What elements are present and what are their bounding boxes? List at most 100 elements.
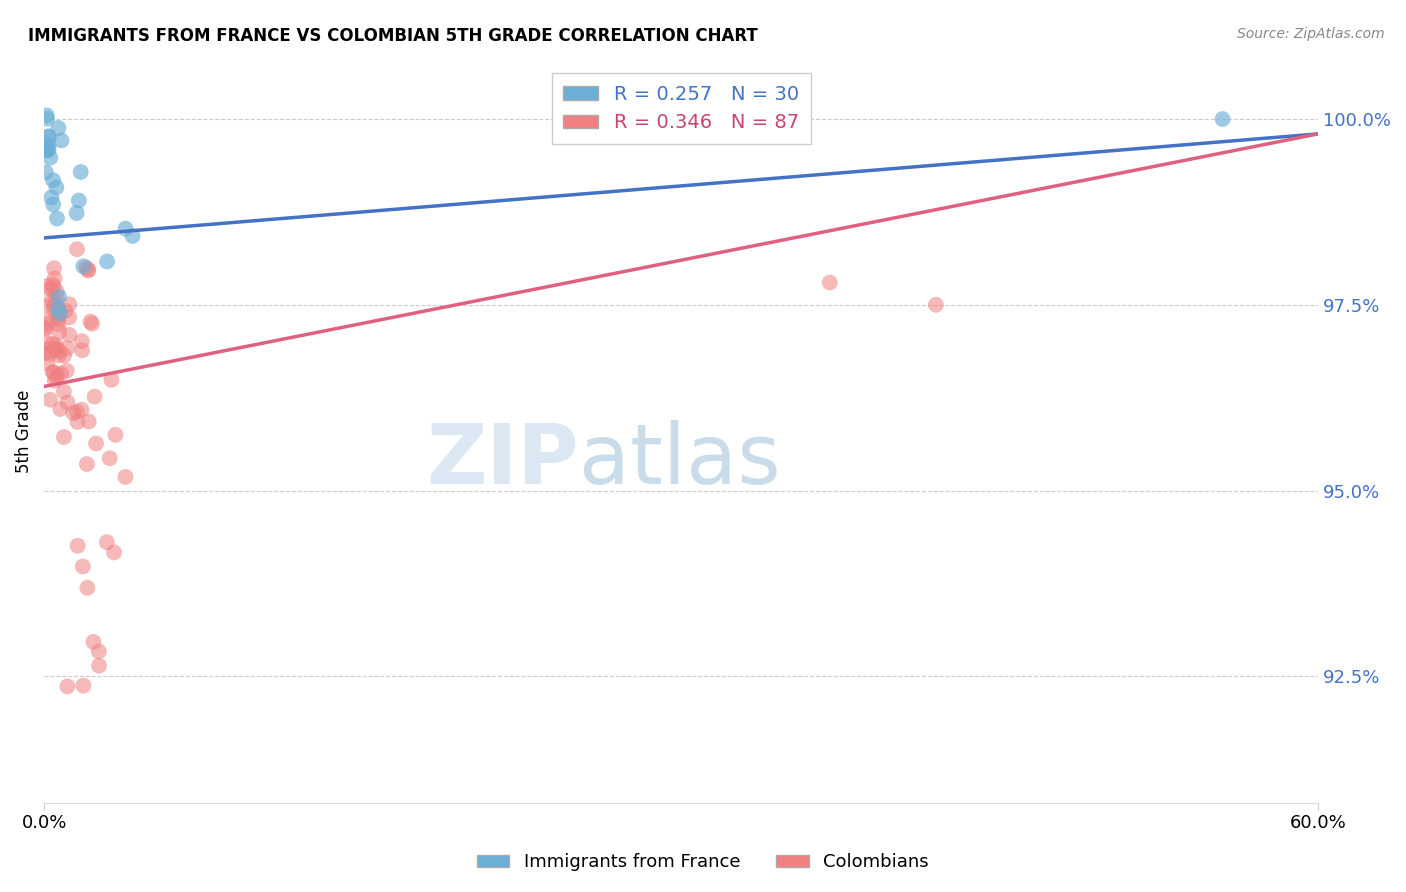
Point: [49, 344, 72, 359]
Point: [48, 312, 70, 326]
Point: [62, 406, 84, 420]
Point: [34, 346, 56, 360]
Point: [114, 221, 136, 235]
Point: [46, 211, 69, 226]
Point: [37, 357, 59, 371]
Point: [44, 298, 66, 312]
Point: [66, 206, 89, 220]
Point: [76, 457, 98, 471]
Point: [52, 384, 75, 399]
Point: [51, 133, 73, 147]
Point: [41, 293, 63, 308]
Point: [121, 229, 143, 244]
Point: [66, 405, 89, 419]
Point: [42, 343, 65, 358]
Point: [37, 112, 59, 126]
Point: [48, 317, 70, 331]
Point: [45, 338, 67, 352]
Point: [58, 327, 80, 342]
Point: [42, 197, 65, 211]
Point: [35, 322, 58, 336]
Point: [48, 325, 70, 339]
Point: [83, 390, 105, 404]
Point: [35, 279, 58, 293]
Point: [100, 373, 122, 387]
Point: [37, 143, 59, 157]
Text: atlas: atlas: [579, 420, 780, 501]
Point: [41, 190, 63, 204]
Point: [39, 392, 62, 407]
Point: [66, 539, 89, 553]
Point: [39, 282, 62, 296]
Point: [38, 138, 60, 153]
Point: [38, 129, 60, 144]
Point: [84, 436, 107, 450]
Point: [67, 194, 90, 208]
Point: [56, 341, 79, 355]
Point: [69, 165, 91, 179]
Point: [98, 451, 121, 466]
Legend: Immigrants from France, Colombians: Immigrants from France, Colombians: [470, 847, 936, 879]
Point: [77, 415, 100, 429]
Point: [58, 310, 80, 325]
Point: [96, 535, 118, 549]
Point: [34, 300, 56, 314]
Point: [44, 271, 66, 285]
Point: [38, 347, 60, 361]
Text: Source: ZipAtlas.com: Source: ZipAtlas.com: [1237, 27, 1385, 41]
Point: [96, 254, 118, 268]
Point: [37, 343, 59, 357]
Point: [45, 342, 67, 356]
Point: [72, 260, 94, 274]
Point: [34, 321, 56, 335]
Point: [87, 644, 110, 658]
Point: [48, 302, 70, 317]
Point: [35, 317, 58, 331]
Point: [72, 559, 94, 574]
Point: [42, 280, 65, 294]
Point: [58, 297, 80, 311]
Y-axis label: 5th Grade: 5th Grade: [15, 390, 32, 473]
Point: [72, 679, 94, 693]
Point: [39, 151, 62, 165]
Point: [55, 304, 77, 318]
Point: [70, 402, 93, 417]
Point: [56, 680, 79, 694]
Point: [35, 165, 58, 179]
Point: [103, 545, 125, 559]
Point: [70, 343, 93, 358]
Point: [42, 365, 65, 379]
Point: [42, 365, 65, 379]
Point: [45, 180, 67, 194]
Text: ZIP: ZIP: [426, 420, 579, 501]
Point: [66, 415, 89, 429]
Point: [45, 291, 67, 305]
Point: [42, 336, 65, 351]
Point: [87, 658, 110, 673]
Point: [35, 143, 58, 157]
Point: [39, 314, 62, 328]
Legend: R = 0.257   N = 30, R = 0.346   N = 87: R = 0.257 N = 30, R = 0.346 N = 87: [551, 73, 811, 145]
Point: [818, 276, 841, 290]
Point: [82, 635, 104, 649]
Point: [37, 143, 59, 157]
Point: [49, 402, 72, 417]
Point: [75, 260, 97, 275]
Point: [48, 120, 70, 135]
Point: [44, 374, 66, 388]
Point: [53, 348, 76, 362]
Point: [70, 334, 93, 348]
Point: [45, 285, 67, 299]
Point: [42, 173, 65, 187]
Point: [77, 263, 100, 277]
Point: [52, 430, 75, 444]
Point: [49, 306, 72, 320]
Text: IMMIGRANTS FROM FRANCE VS COLOMBIAN 5TH GRADE CORRELATION CHART: IMMIGRANTS FROM FRANCE VS COLOMBIAN 5TH …: [28, 27, 758, 45]
Point: [38, 129, 60, 144]
Point: [77, 262, 100, 277]
Point: [1212, 112, 1234, 126]
Point: [45, 370, 67, 384]
Point: [66, 242, 89, 256]
Point: [925, 298, 948, 312]
Point: [44, 342, 66, 356]
